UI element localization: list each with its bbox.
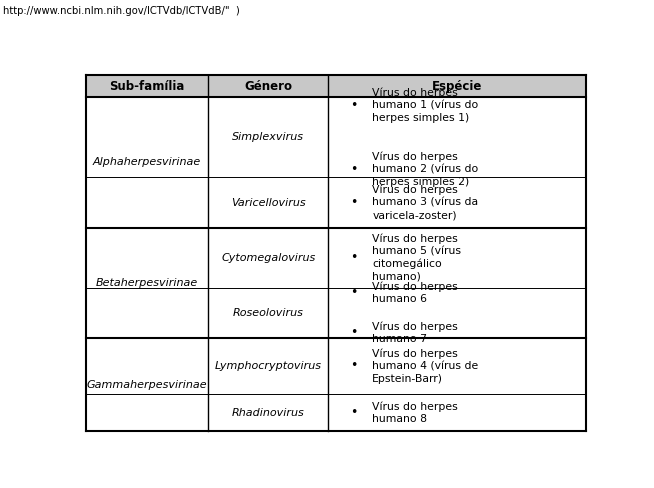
- Text: Varicellovirus: Varicellovirus: [231, 198, 305, 207]
- Text: Simplexvirus: Simplexvirus: [232, 132, 304, 142]
- Text: Espécie: Espécie: [432, 80, 483, 93]
- Text: Betaherpesvirinae: Betaherpesvirinae: [96, 278, 198, 288]
- Text: Vírus do herpes
humano 7: Vírus do herpes humano 7: [372, 322, 458, 345]
- Text: Vírus do herpes
humano 4 (vírus de
Epstein-Barr): Vírus do herpes humano 4 (vírus de Epste…: [372, 348, 479, 384]
- Text: Vírus do herpes
humano 6: Vírus do herpes humano 6: [372, 281, 458, 304]
- Text: Sub-família: Sub-família: [109, 80, 185, 93]
- Text: Roseolovirus: Roseolovirus: [233, 308, 304, 318]
- Text: •: •: [351, 251, 358, 264]
- Text: Lymphocryptovirus: Lymphocryptovirus: [215, 361, 322, 371]
- Text: Cytomegalovirus: Cytomegalovirus: [221, 253, 315, 263]
- Text: •: •: [351, 326, 358, 340]
- Text: •: •: [351, 360, 358, 372]
- Text: Vírus do herpes
humano 3 (vírus da
varicela-zoster): Vírus do herpes humano 3 (vírus da varic…: [372, 185, 478, 220]
- Bar: [86, 76, 586, 97]
- Text: •: •: [351, 99, 358, 112]
- Text: Vírus do herpes
humano 5 (vírus
citomegálico
humano): Vírus do herpes humano 5 (vírus citomegá…: [372, 234, 461, 282]
- Text: •: •: [351, 163, 358, 176]
- Text: http://www.ncbi.nlm.nih.gov/ICTVdb/ICTVdB/"  ): http://www.ncbi.nlm.nih.gov/ICTVdb/ICTVd…: [3, 6, 240, 16]
- Text: •: •: [351, 286, 358, 299]
- Text: Rhadinovirus: Rhadinovirus: [232, 407, 305, 418]
- Text: Vírus do herpes
humano 8: Vírus do herpes humano 8: [372, 401, 458, 424]
- Text: •: •: [351, 406, 358, 419]
- Text: Gammaherpesvirinae: Gammaherpesvirinae: [87, 380, 207, 389]
- Text: Vírus do herpes
humano 1 (vírus do
herpes simples 1): Vírus do herpes humano 1 (vírus do herpe…: [372, 87, 479, 123]
- Text: •: •: [351, 196, 358, 209]
- Text: Género: Género: [245, 80, 292, 93]
- Text: Vírus do herpes
humano 2 (vírus do
herpes simples 2): Vírus do herpes humano 2 (vírus do herpe…: [372, 152, 479, 187]
- Text: Alphaherpesvirinae: Alphaherpesvirinae: [93, 158, 201, 167]
